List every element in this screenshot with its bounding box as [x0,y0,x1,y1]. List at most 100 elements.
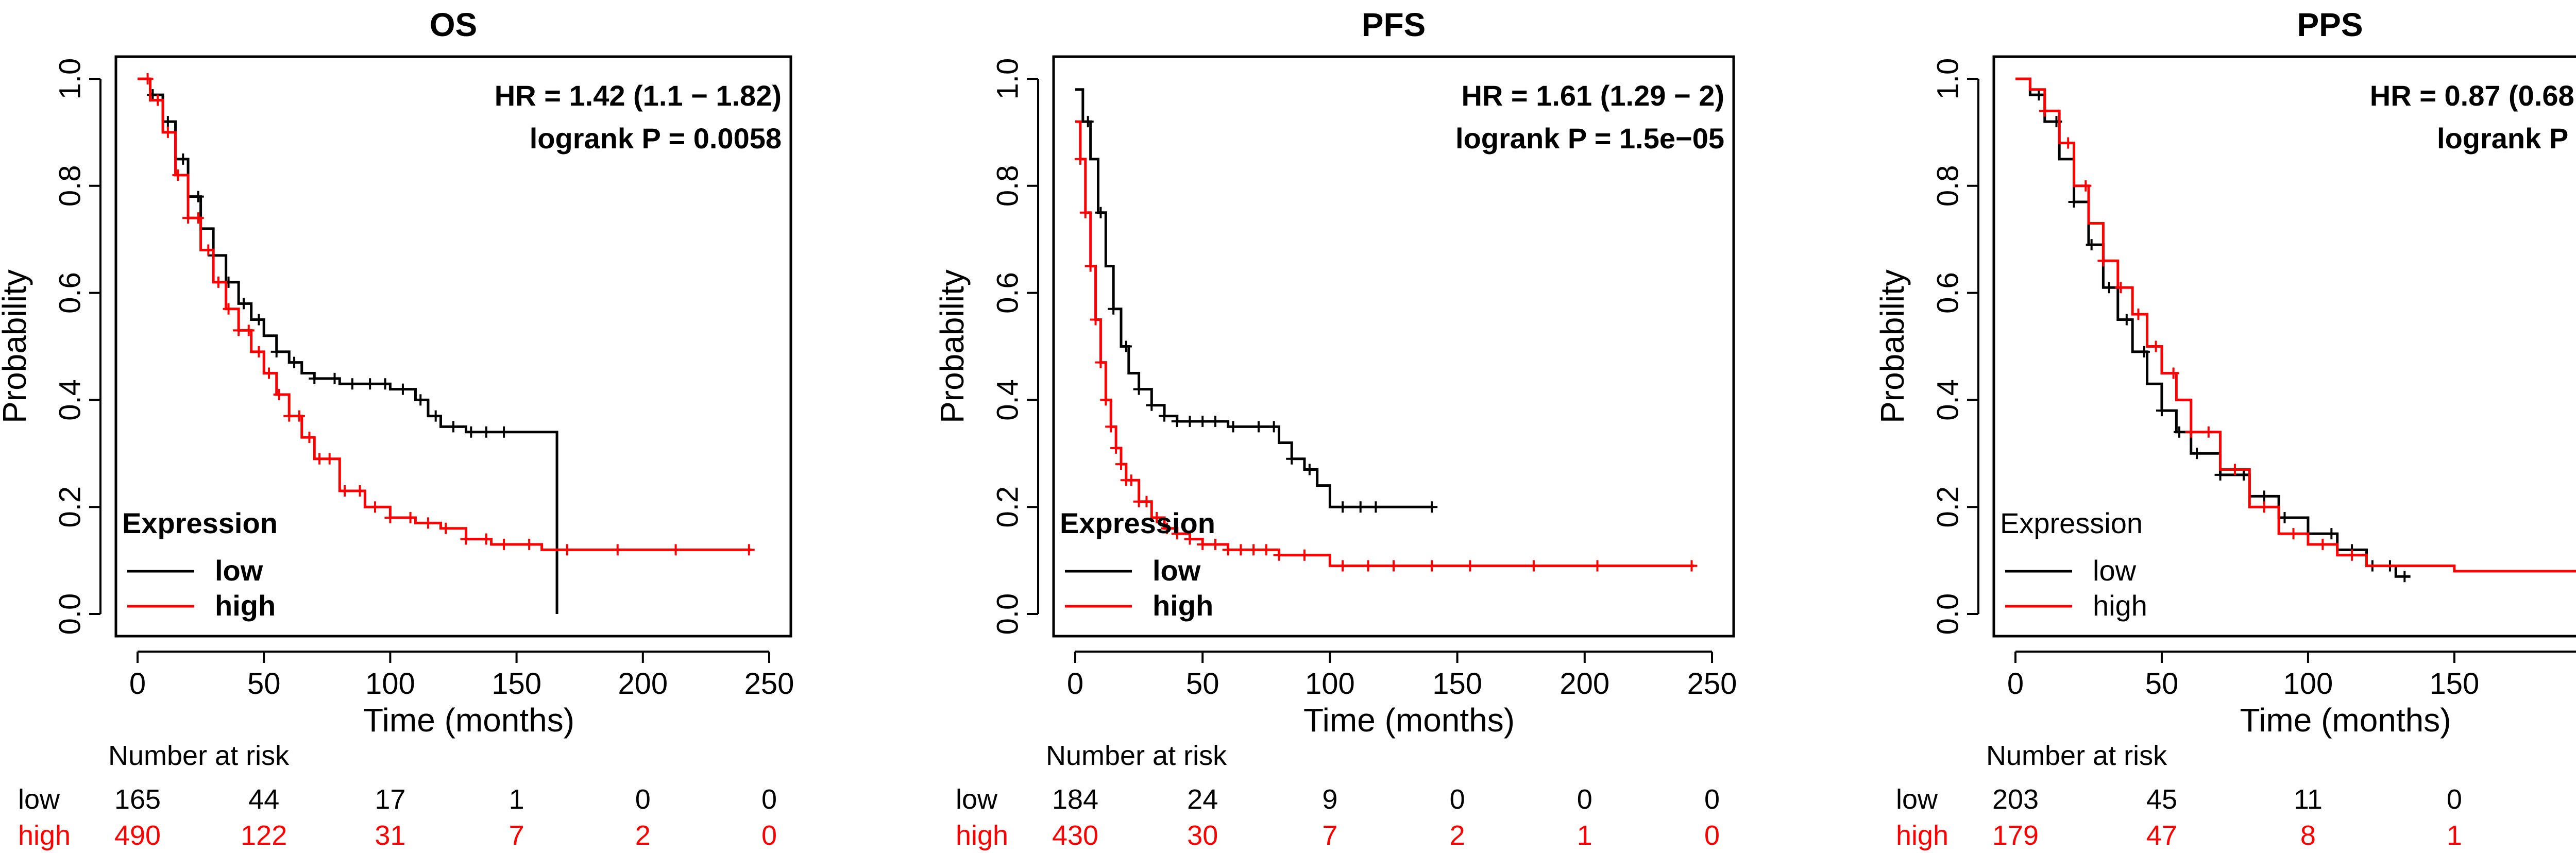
hazard-ratio: HR = 1.42 (1.1 − 1.82) [495,79,782,112]
censor-mark-low [1227,421,1239,433]
censor-mark-high [273,389,285,401]
censor-mark-high [1084,260,1096,272]
censor-mark-low [253,314,265,326]
censor-mark-low [1184,415,1196,427]
censor-mark-high [1184,533,1196,545]
censor-mark-low [1171,415,1183,427]
hazard-ratio: HR = 1.61 (1.29 − 2) [1461,79,1724,112]
y-tick-label: 0.8 [991,165,1024,207]
censor-mark-low [430,410,442,422]
plot-frame [114,55,792,638]
censor-mark-low [465,426,477,438]
censor-mark-low [1197,415,1209,427]
legend-label-low: low [215,554,263,587]
y-tick-label: 0.0 [991,593,1024,635]
censor-mark-high [1209,538,1221,550]
censor-mark-low [329,372,341,384]
risk-heading: Number at risk [1046,740,1227,771]
censor-mark-low [2103,282,2115,294]
censor-mark-high [2115,282,2127,294]
censor-mark-high [670,544,682,556]
chart-title: PFS [1362,6,1426,43]
risk-count-high: 2 [1450,820,1465,851]
censor-mark-high [1090,314,1101,326]
censor-mark-high [1528,560,1539,572]
censor-mark-high [1115,458,1127,470]
censor-mark-high [2317,538,2329,550]
risk-count-high: 31 [375,820,405,851]
y-tick-label: 0.4 [1931,379,1964,421]
x-tick-label: 0 [129,667,146,701]
censor-mark-low [2033,89,2045,101]
risk-count-high: 30 [1187,820,1218,851]
censor-mark-high [384,511,396,523]
censor-mark-low [1370,501,1382,513]
censor-mark-low [1108,303,1120,315]
risk-count-low: 0 [1577,784,1592,815]
risk-count-high: 122 [241,820,287,851]
censor-mark-low [1159,410,1171,422]
censor-mark-low [2156,405,2167,417]
censor-mark-high [152,94,164,106]
censor-mark-high [1337,560,1349,572]
censor-mark-high [283,410,295,422]
censor-mark-low [1286,453,1298,465]
legend-label-high: high [1153,589,1213,622]
risk-count-high: 1 [1577,820,1592,851]
y-tick-label: 1.0 [53,58,87,100]
risk-count-high: 0 [761,820,777,851]
x-axis-label: Time (months) [363,702,574,739]
censor-mark-low [1252,421,1264,433]
censor-mark-high [2080,180,2092,192]
risk-count-low: 24 [1187,784,1218,815]
censor-mark-low [309,372,320,384]
censor-mark-high [293,410,305,422]
y-tick-label: 0.0 [1931,593,1964,635]
censor-mark-low [1337,501,1349,513]
censor-mark-low [177,153,189,165]
risk-heading: Number at risk [1986,740,2167,771]
censor-mark-high [1151,511,1163,523]
censor-mark-high [2202,426,2214,438]
censor-mark-low [480,426,492,438]
censor-mark-high [1161,522,1173,534]
hazard-ratio: HR = 0.87 (0.68 − 1.1) [2370,79,2576,112]
censor-mark-high [192,212,204,224]
censor-mark-low [2399,571,2411,583]
risk-count-high: 7 [509,820,524,851]
legend-label-high: high [215,589,276,622]
censor-mark-low [1133,383,1145,395]
y-tick-label: 0.8 [53,165,87,207]
censor-mark-high [1125,474,1137,486]
censor-mark-high [1100,394,1112,406]
risk-row-label-high: high [1896,820,1948,851]
chart-title: PPS [2297,6,2363,43]
plot-frame [1052,55,1735,638]
risk-count-low: 44 [248,784,279,815]
censor-mark-high [212,276,224,288]
y-tick-label: 0.2 [53,486,87,528]
y-tick-label: 0.8 [1931,165,1964,207]
censor-mark-low [2238,469,2249,481]
x-tick-label: 0 [1067,667,1083,701]
censor-mark-low [2258,490,2270,502]
censor-mark-high [440,522,452,534]
censor-mark-low [1095,207,1107,218]
censor-mark-low [2214,469,2226,481]
risk-count-low: 0 [761,784,777,815]
censor-mark-high [404,511,416,523]
x-tick-label: 250 [1687,667,1737,701]
censor-mark-low [1120,340,1132,352]
censor-mark-high [2167,367,2179,379]
risk-row-label-low: low [18,784,60,815]
legend-label-low: low [2093,554,2137,587]
censor-mark-high [498,538,510,550]
censor-mark-high [1248,544,1260,556]
censor-mark-high [1074,153,1086,165]
risk-count-low: 0 [635,784,651,815]
y-axis-label: Probability [0,269,33,423]
censor-mark-high [743,544,755,556]
censor-mark-high [369,501,381,513]
censor-mark-low [379,378,391,390]
